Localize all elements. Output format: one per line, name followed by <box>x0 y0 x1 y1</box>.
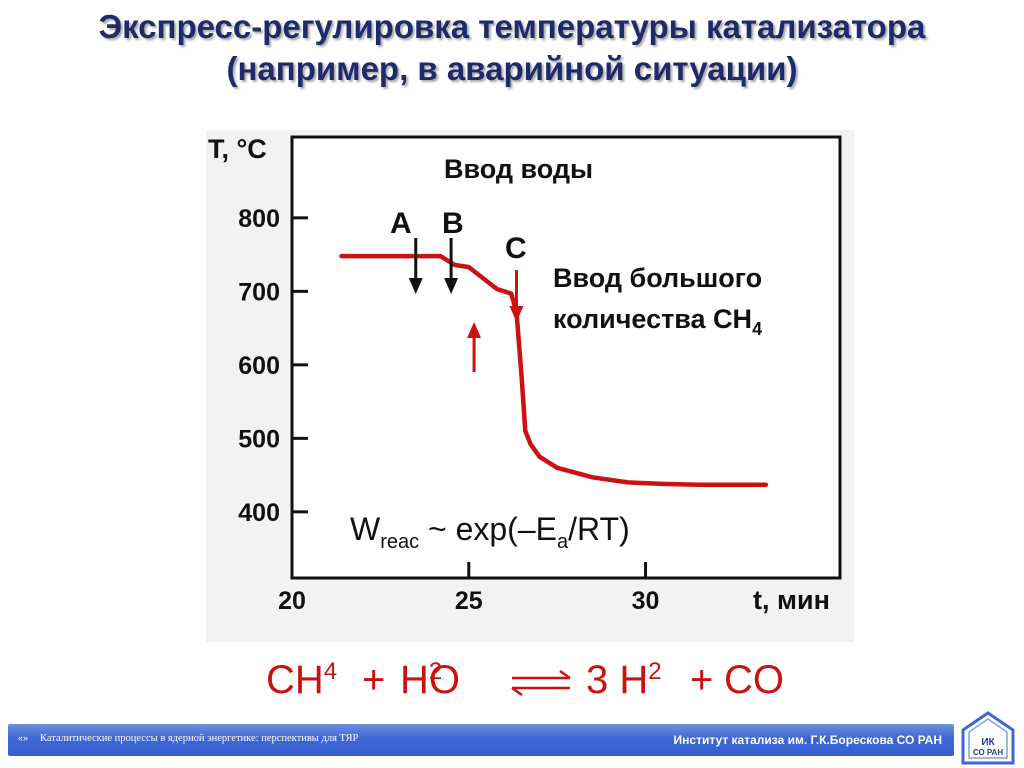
h2o-subscript: 2 <box>428 658 443 685</box>
y-axis-label: T, °C <box>208 134 267 164</box>
annotation-label-c: C <box>505 232 527 265</box>
annotation-rate-equation: Wreac ~ exp(–Ea/RT) <box>350 511 630 553</box>
equation-co: CO <box>724 658 784 702</box>
plot-frame <box>290 135 842 580</box>
rate-subscript-a: a <box>557 531 569 553</box>
slide-title-line2: (например, в аварийной ситуации) <box>226 50 798 87</box>
event-arrows <box>408 238 524 372</box>
arrow-c-down <box>509 270 524 322</box>
rate-w: W <box>350 511 381 547</box>
equation-ch4: CH 4 <box>266 658 337 703</box>
equilibrium-arrows-icon <box>511 670 571 696</box>
slide-title-line1: Экспресс-регулировка температуры катализ… <box>98 8 926 45</box>
arrow-up-head <box>467 322 482 338</box>
y-tick-label: 600 <box>238 352 280 380</box>
y-tick-label: 400 <box>238 499 280 527</box>
y-tick-label: 800 <box>238 205 280 233</box>
logo-line1: ИК <box>981 737 995 748</box>
rate-part-1: ~ exp(–E <box>419 511 557 547</box>
y-axis-ticks: 400 500 600 700 800 <box>238 205 308 527</box>
annotation-water-title: Ввод воды <box>444 154 593 184</box>
3h2-subscript: 2 <box>648 658 662 685</box>
x-tick-label: 25 <box>455 587 483 615</box>
logo-line2: СО РАН <box>973 748 1003 757</box>
equation-plus-1: + <box>362 658 386 702</box>
footer-presentation-title: Каталитические процессы в ядерной энерге… <box>40 733 359 744</box>
slide-title: Экспресс-регулировка температуры катализ… <box>0 6 1024 90</box>
h2o-o: O <box>428 658 461 702</box>
x-axis-label: t, мин <box>753 585 830 615</box>
arrow-b <box>444 238 459 294</box>
h2o-h: H <box>400 658 429 702</box>
institute-logo-icon: ИК СО РАН <box>961 711 1015 765</box>
rate-subscript-reac: reac <box>380 531 419 553</box>
footer-bar: «» Каталитические процессы в ядерной эне… <box>8 724 954 756</box>
methane-line2-main: количества CH <box>553 304 752 334</box>
y-tick-label: 500 <box>238 425 280 453</box>
arrow-a <box>408 238 423 294</box>
annotation-methane-line1: Ввод большого <box>553 263 762 293</box>
annotation-label-b: B <box>442 207 464 240</box>
ch4-subscript: 4 <box>323 658 338 685</box>
footer-bullet: «» <box>18 733 29 743</box>
rate-part-2: /RT) <box>568 511 630 547</box>
annotation-methane-line2: количества CH4 <box>553 304 762 339</box>
x-tick-label: 20 <box>278 587 306 615</box>
y-tick-label: 700 <box>238 278 280 306</box>
arrow-a-head <box>408 278 423 294</box>
annotation-label-a: A <box>390 207 412 240</box>
temperature-series-line <box>339 253 769 487</box>
x-axis-ticks: 20 25 30 <box>278 562 659 615</box>
temperature-chart: 400 500 600 700 800 20 25 30 T, °C t, мин Ввод… <box>206 130 854 642</box>
equation-plus-2: + <box>690 658 714 702</box>
arrow-b-head <box>444 278 459 294</box>
3h2-text: 3 H <box>586 658 649 702</box>
footer-institute-name: Институт катализа им. Г.К.Борескова СО Р… <box>673 733 942 747</box>
arrow-c-down-head <box>509 306 524 322</box>
methane-line2-subscript: 4 <box>752 319 762 339</box>
x-tick-label: 30 <box>632 587 660 615</box>
ch4-text: CH <box>266 658 324 702</box>
arrow-up <box>467 322 482 372</box>
